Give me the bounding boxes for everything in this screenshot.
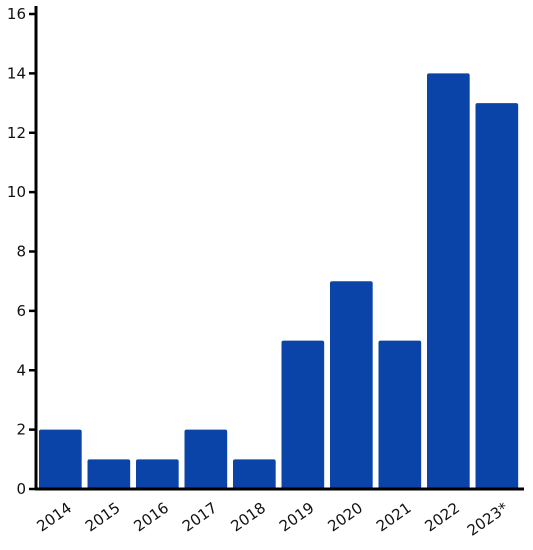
x-category-label: 2021: [373, 499, 415, 536]
x-axis-labels: 2014 2015 2016 2017 2018 2019 2020 2021 2022 2023…: [33, 498, 512, 539]
y-tick-label: 12: [7, 124, 26, 142]
x-category-label: 2022: [421, 499, 463, 536]
x-category-label: 2019: [276, 499, 318, 536]
bars-group: [39, 73, 519, 489]
y-axis-ticks: 0 2 4 6 8 10 12 14 16: [7, 5, 36, 498]
x-category-label: 2023*: [464, 498, 512, 539]
bar-2018: [233, 459, 276, 489]
bar-2014: [39, 429, 82, 489]
y-tick-label: 0: [16, 480, 26, 498]
bar-2015: [87, 459, 131, 489]
bar-2016: [136, 459, 179, 489]
y-tick-label: 10: [7, 183, 26, 201]
x-category-label: 2020: [324, 499, 366, 536]
bar-2020: [330, 281, 373, 489]
x-category-label: 2014: [33, 499, 75, 536]
x-category-label: 2015: [82, 499, 124, 536]
bar-2017: [184, 429, 228, 489]
y-tick-label: 8: [16, 243, 26, 261]
bar-2023: [475, 103, 519, 489]
bar-2021: [378, 340, 422, 489]
y-tick-label: 4: [16, 361, 26, 379]
y-tick-label: 16: [7, 5, 26, 23]
bar-2019: [281, 340, 325, 489]
y-tick-label: 14: [7, 64, 26, 82]
x-category-label: 2017: [179, 499, 221, 536]
bar-2022: [427, 73, 470, 489]
x-category-label: 2016: [130, 499, 172, 536]
y-tick-label: 6: [16, 302, 26, 320]
y-tick-label: 2: [16, 421, 26, 439]
x-category-label: 2018: [227, 499, 269, 536]
